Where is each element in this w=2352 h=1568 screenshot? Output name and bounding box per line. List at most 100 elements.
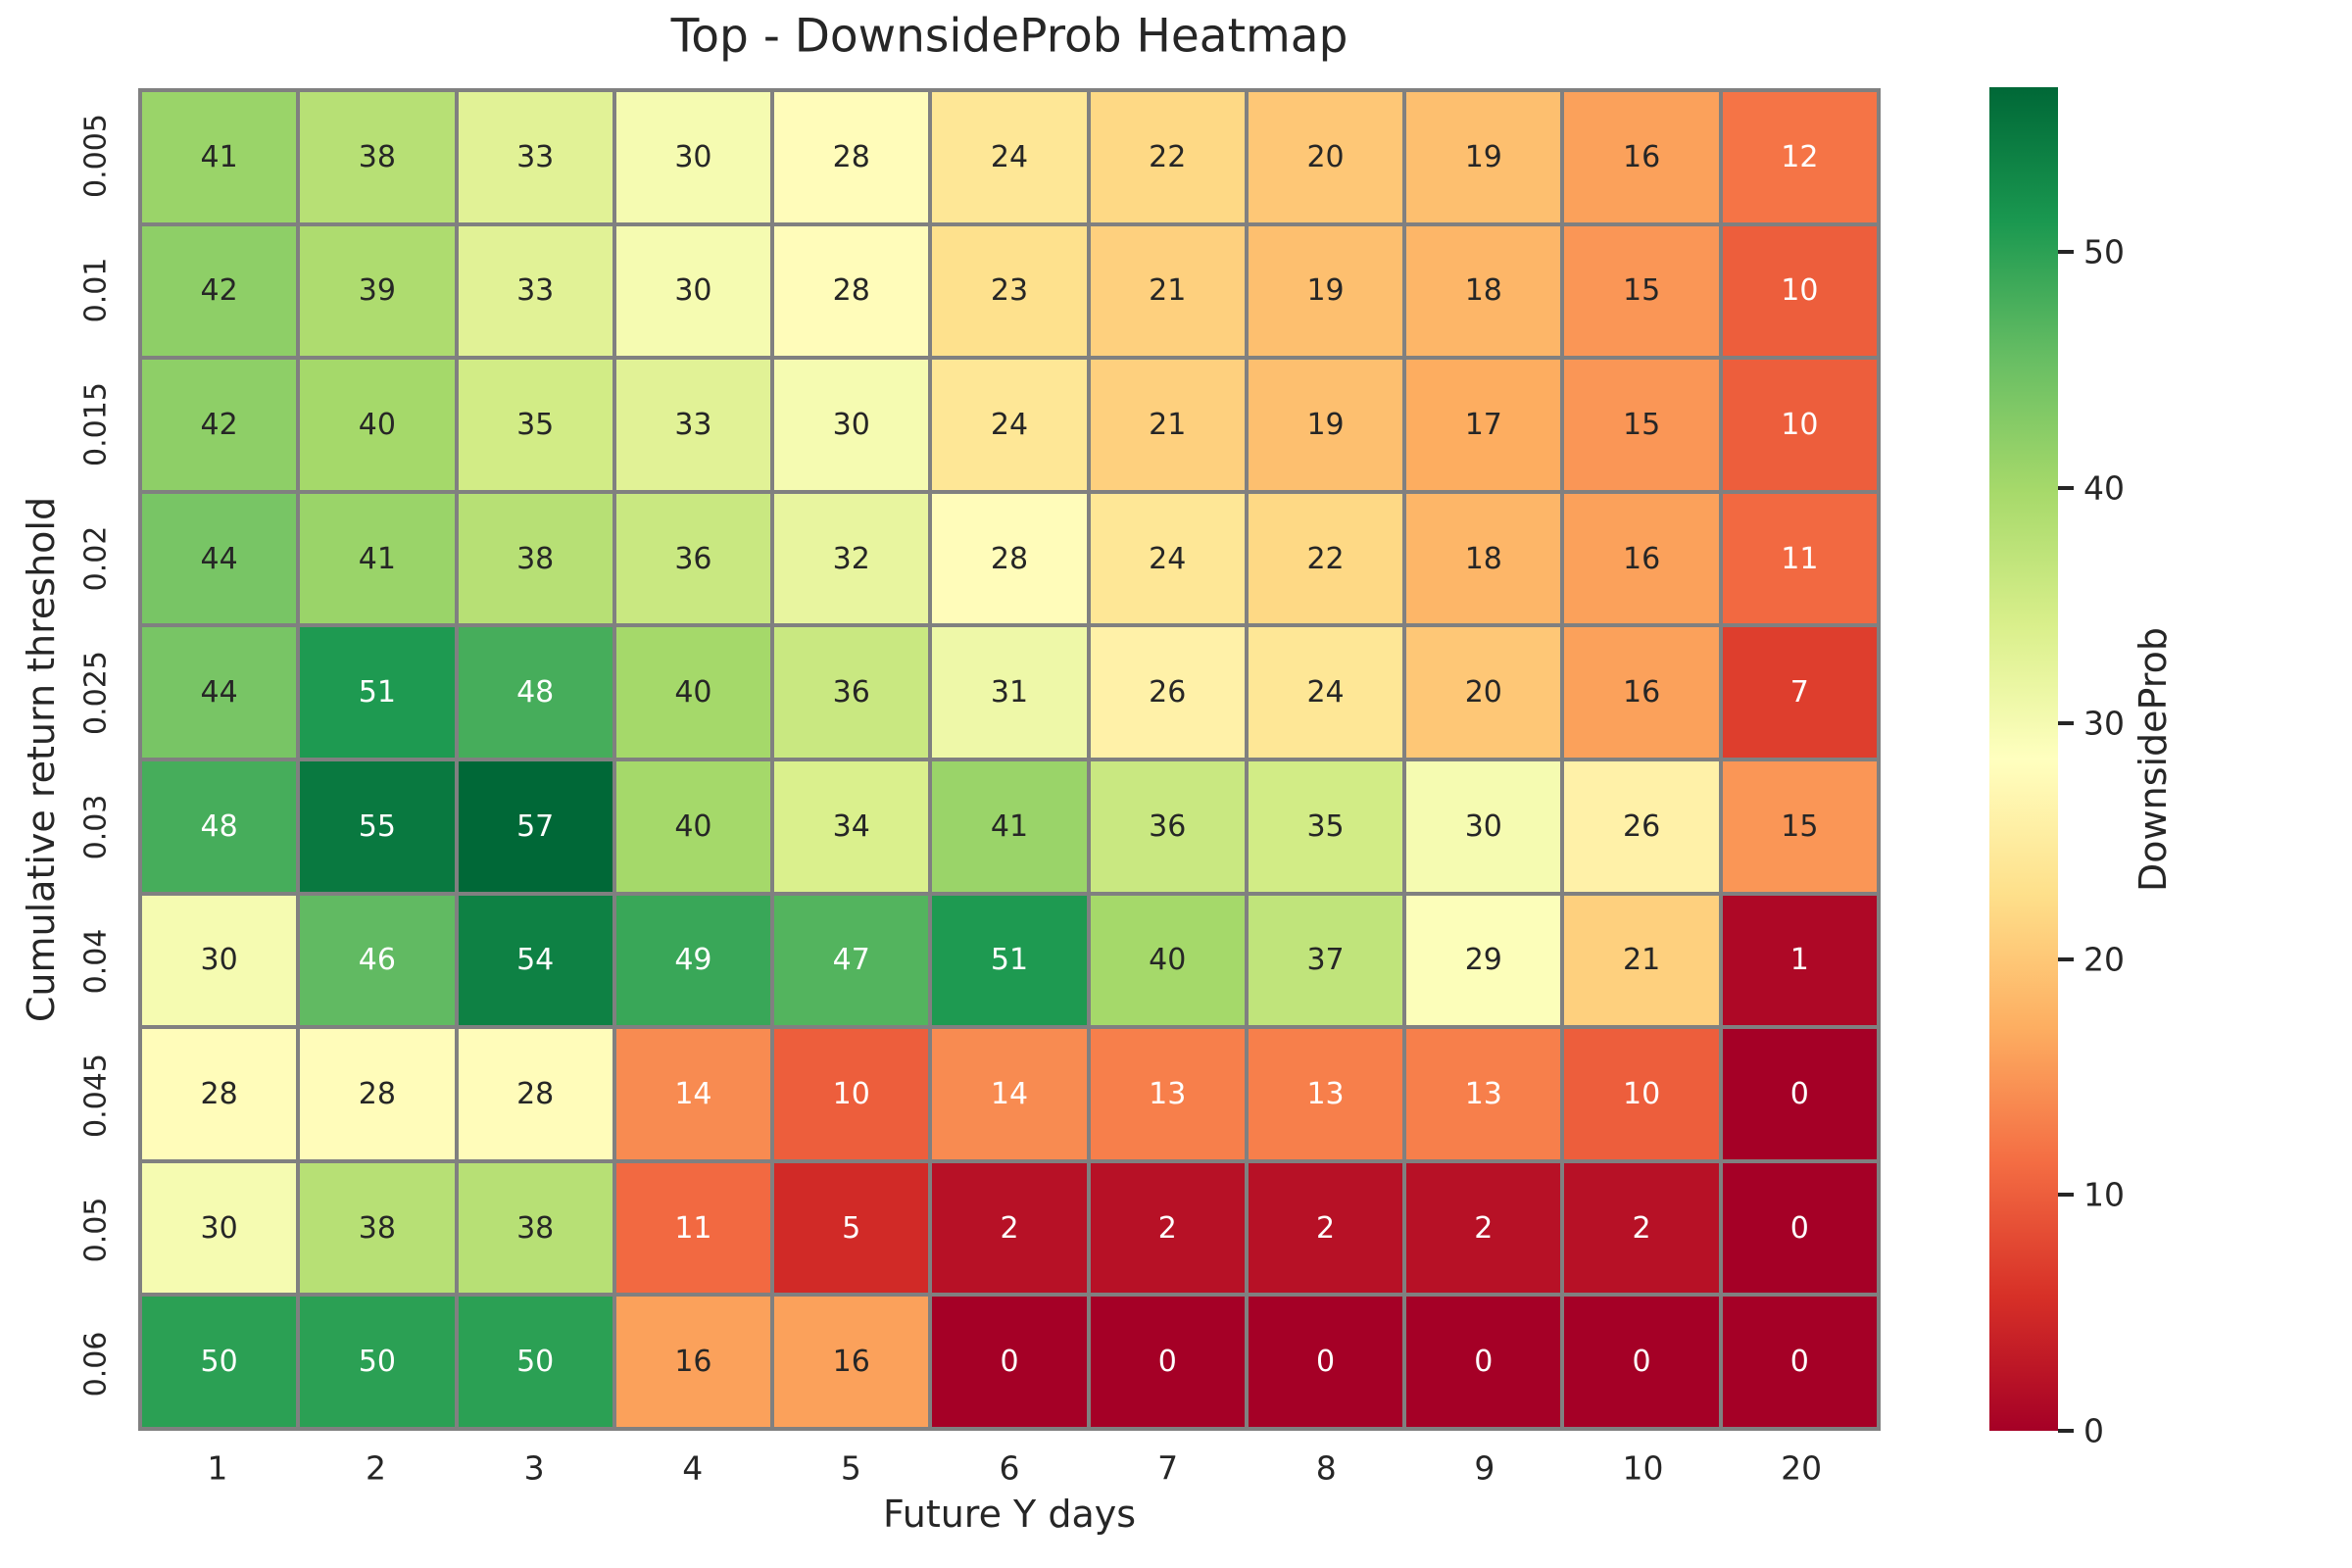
heatmap-cell: 51: [932, 895, 1087, 1026]
colorbar-tick-mark: [2058, 1429, 2074, 1433]
x-tick-label: 8: [1315, 1448, 1337, 1488]
heatmap-cell: 16: [1564, 627, 1719, 758]
heatmap-cell: 16: [774, 1297, 929, 1427]
heatmap-cell: 11: [615, 1162, 771, 1294]
heatmap-cell: 40: [300, 360, 455, 490]
heatmap-cell: 38: [458, 493, 612, 624]
heatmap-cell: 30: [615, 92, 771, 222]
heatmap-cell: 40: [615, 627, 771, 758]
heatmap-cell: 1: [1722, 895, 1877, 1026]
heatmap-cell: 36: [615, 493, 771, 624]
heatmap-cell: 28: [458, 1029, 612, 1159]
heatmap-cell: 0: [1722, 1297, 1877, 1427]
colorbar-label: DownsideProb: [2132, 627, 2175, 892]
heatmap-cell: 17: [1406, 360, 1561, 490]
heatmap-cell: 41: [932, 761, 1087, 892]
heatmap-cell: 28: [774, 225, 929, 357]
heatmap-cell: 10: [774, 1029, 929, 1159]
x-tick-label: 20: [1781, 1448, 1823, 1488]
colorbar-tick-label: 10: [2083, 1175, 2125, 1214]
x-tick-label: 1: [207, 1448, 228, 1488]
heatmap-cell: 30: [142, 1162, 297, 1294]
x-tick-label: 9: [1474, 1448, 1495, 1488]
heatmap-cell: 13: [1248, 1029, 1403, 1159]
heatmap-cell: 50: [142, 1297, 297, 1427]
heatmap-cell: 24: [1248, 627, 1403, 758]
heatmap-cell: 36: [774, 627, 929, 758]
colorbar-gradient: [1989, 87, 2058, 1431]
heatmap-cell: 2: [1406, 1162, 1561, 1294]
heatmap-cell: 38: [300, 92, 455, 222]
y-axis-label: Cumulative return threshold: [20, 496, 63, 1023]
y-tick-label: 0.03: [78, 794, 114, 859]
heatmap-cell: 40: [615, 761, 771, 892]
heatmap-cell: 22: [1090, 92, 1245, 222]
heatmap-cell: 15: [1564, 360, 1719, 490]
heatmap-cell: 42: [142, 360, 297, 490]
heatmap-cell: 30: [1406, 761, 1561, 892]
heatmap-cell: 19: [1248, 360, 1403, 490]
heatmap-cell: 10: [1722, 360, 1877, 490]
x-tick-label: 3: [523, 1448, 545, 1488]
heatmap-cell: 44: [142, 493, 297, 624]
heatmap-cell: 33: [615, 360, 771, 490]
heatmap-grid: 41 38 33 30 28 24 22 20 19 16 12 42 39 33 30 28 23 21 19 18…: [138, 88, 1881, 1431]
colorbar-tick-mark: [2058, 485, 2074, 490]
x-tick-label: 2: [365, 1448, 386, 1488]
colorbar-tick-label: 50: [2083, 232, 2125, 271]
y-tick-label: 0.04: [78, 928, 114, 994]
heatmap-cell: 48: [142, 761, 297, 892]
heatmap-cell: 18: [1406, 493, 1561, 624]
x-axis-label: Future Y days: [882, 1493, 1137, 1536]
heatmap-cell: 16: [615, 1297, 771, 1427]
heatmap-cell: 38: [300, 1162, 455, 1294]
heatmap-cell: 50: [458, 1297, 612, 1427]
y-tick-label: 0.01: [78, 257, 114, 322]
heatmap-cell: 55: [300, 761, 455, 892]
heatmap-cell: 26: [1564, 761, 1719, 892]
heatmap-cell: 0: [1406, 1297, 1561, 1427]
heatmap-cell: 0: [1090, 1297, 1245, 1427]
colorbar-tick-mark: [2058, 956, 2074, 961]
heatmap-cell: 16: [1564, 92, 1719, 222]
y-tick-label: 0.025: [78, 650, 114, 735]
heatmap-cell: 13: [1406, 1029, 1561, 1159]
heatmap-cell: 0: [932, 1297, 1087, 1427]
heatmap-cell: 22: [1248, 493, 1403, 624]
y-tick-label: 0.05: [78, 1197, 114, 1262]
x-tick-label: 4: [682, 1448, 704, 1488]
heatmap-cell: 14: [615, 1029, 771, 1159]
heatmap-cell: 46: [300, 895, 455, 1026]
heatmap-cell: 33: [458, 225, 612, 357]
heatmap-cell: 16: [1564, 493, 1719, 624]
heatmap-cell: 34: [774, 761, 929, 892]
heatmap-cell: 10: [1564, 1029, 1719, 1159]
heatmap-cell: 31: [932, 627, 1087, 758]
heatmap-cell: 20: [1248, 92, 1403, 222]
x-tick-label: 6: [999, 1448, 1020, 1488]
heatmap-cell: 14: [932, 1029, 1087, 1159]
x-tick-label: 5: [840, 1448, 861, 1488]
y-tick-label: 0.015: [78, 381, 114, 466]
heatmap-cell: 18: [1406, 225, 1561, 357]
heatmap-cell: 50: [300, 1297, 455, 1427]
heatmap-cell: 47: [774, 895, 929, 1026]
heatmap-cell: 20: [1406, 627, 1561, 758]
heatmap-cell: 21: [1090, 225, 1245, 357]
colorbar-tick-mark: [2058, 250, 2074, 255]
heatmap-cell: 21: [1564, 895, 1719, 1026]
heatmap-cell: 2: [932, 1162, 1087, 1294]
heatmap-cell: 48: [458, 627, 612, 758]
heatmap-cell: 26: [1090, 627, 1245, 758]
heatmap-cell: 49: [615, 895, 771, 1026]
heatmap-cell: 24: [1090, 493, 1245, 624]
heatmap-cell: 28: [774, 92, 929, 222]
heatmap-cell: 38: [458, 1162, 612, 1294]
colorbar-tick-mark: [2058, 1193, 2074, 1198]
heatmap-cell: 2: [1248, 1162, 1403, 1294]
heatmap-cell: 30: [615, 225, 771, 357]
heatmap-cell: 2: [1090, 1162, 1245, 1294]
heatmap-cell: 13: [1090, 1029, 1245, 1159]
heatmap-cell: 35: [1248, 761, 1403, 892]
